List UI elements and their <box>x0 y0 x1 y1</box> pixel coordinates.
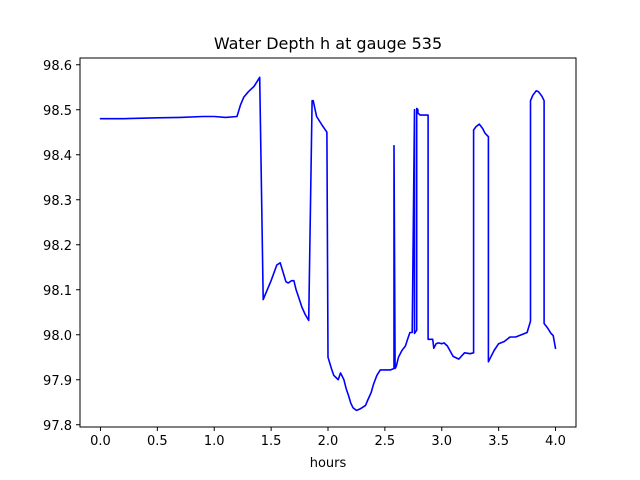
y-tick-label: 98.1 <box>43 284 72 299</box>
y-axis: 97.8 97.9 98.0 98.1 98.2 98.3 98.4 98.5 98.6 <box>43 59 80 434</box>
x-tick-label: 0.5 <box>147 434 168 449</box>
y-tick-label: 98.4 <box>43 149 72 164</box>
x-tick-label: 2.5 <box>375 434 396 449</box>
x-tick-label: 2.0 <box>318 434 339 449</box>
x-tick-label: 1.5 <box>261 434 282 449</box>
plot-area <box>99 76 557 412</box>
x-axis: 0.0 0.5 1.0 1.5 2.0 2.5 3.0 3.5 4.0 <box>90 427 566 449</box>
x-tick-label: 0.0 <box>90 434 111 449</box>
y-tick-label: 98.5 <box>43 104 72 119</box>
chart-title: Water Depth h at gauge 535 <box>214 34 442 53</box>
x-tick-label: 1.0 <box>204 434 225 449</box>
y-tick-label: 98.2 <box>43 239 72 254</box>
y-tick-label: 98.6 <box>43 59 72 74</box>
x-tick-label: 3.5 <box>488 434 509 449</box>
y-tick-label: 97.9 <box>43 374 72 389</box>
x-tick-label: 3.0 <box>431 434 452 449</box>
x-axis-label: hours <box>310 456 347 471</box>
y-tick-label: 97.8 <box>43 419 72 434</box>
y-tick-label: 98.0 <box>43 329 72 344</box>
water-depth-series-line <box>99 76 557 412</box>
y-tick-label: 98.3 <box>43 194 72 209</box>
x-tick-label: 4.0 <box>545 434 566 449</box>
